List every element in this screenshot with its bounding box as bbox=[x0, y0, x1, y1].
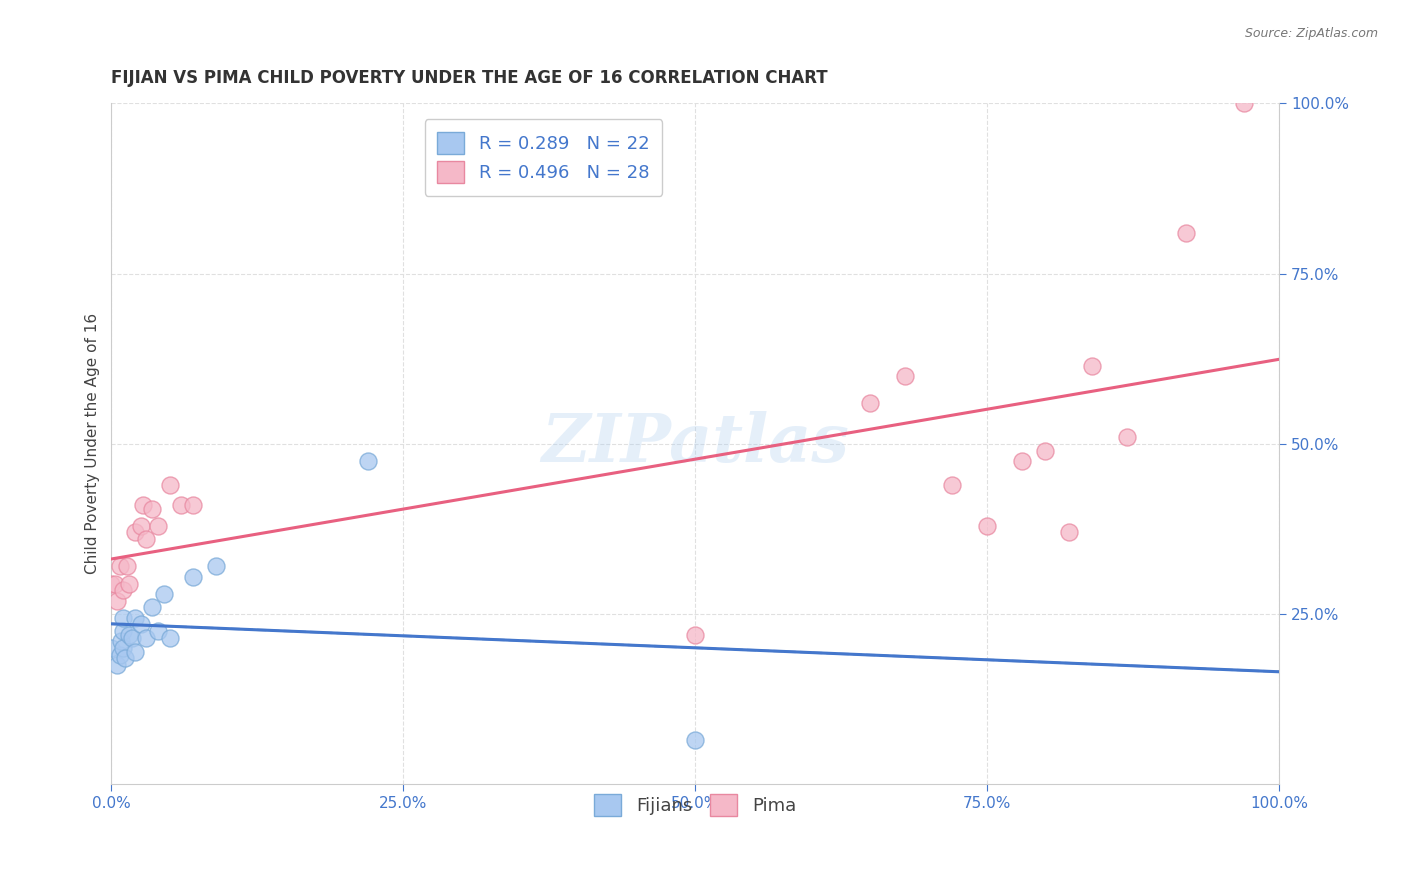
Text: ZIPatlas: ZIPatlas bbox=[541, 411, 849, 476]
Point bbox=[683, 733, 706, 747]
Point bbox=[159, 477, 181, 491]
Point bbox=[941, 477, 963, 491]
Point bbox=[181, 570, 204, 584]
Point bbox=[108, 559, 131, 574]
Y-axis label: Child Poverty Under the Age of 16: Child Poverty Under the Age of 16 bbox=[86, 313, 100, 574]
Point bbox=[100, 641, 122, 656]
Point bbox=[1233, 96, 1256, 111]
Point bbox=[129, 617, 152, 632]
Point bbox=[110, 634, 132, 648]
Text: FIJIAN VS PIMA CHILD POVERTY UNDER THE AGE OF 16 CORRELATION CHART: FIJIAN VS PIMA CHILD POVERTY UNDER THE A… bbox=[111, 69, 828, 87]
Point bbox=[114, 651, 136, 665]
Point bbox=[115, 559, 138, 574]
Point bbox=[205, 559, 228, 574]
Point bbox=[105, 658, 128, 673]
Point bbox=[1174, 226, 1197, 240]
Point bbox=[357, 454, 380, 468]
Point bbox=[112, 610, 135, 624]
Point bbox=[112, 583, 135, 598]
Legend: Fijians, Pima: Fijians, Pima bbox=[588, 787, 803, 823]
Point bbox=[129, 518, 152, 533]
Point bbox=[683, 627, 706, 641]
Point bbox=[181, 498, 204, 512]
Point bbox=[135, 631, 157, 645]
Point bbox=[141, 600, 163, 615]
Point bbox=[118, 576, 141, 591]
Point bbox=[105, 593, 128, 607]
Point bbox=[1116, 430, 1139, 444]
Point bbox=[170, 498, 193, 512]
Point bbox=[859, 396, 882, 410]
Point bbox=[1035, 443, 1057, 458]
Point bbox=[141, 501, 163, 516]
Point bbox=[112, 641, 135, 656]
Point bbox=[124, 610, 146, 624]
Text: Source: ZipAtlas.com: Source: ZipAtlas.com bbox=[1244, 27, 1378, 40]
Point bbox=[1011, 454, 1033, 468]
Point bbox=[118, 627, 141, 641]
Point bbox=[112, 624, 135, 639]
Point bbox=[135, 533, 157, 547]
Point bbox=[124, 645, 146, 659]
Point bbox=[100, 576, 122, 591]
Point bbox=[153, 587, 176, 601]
Point bbox=[104, 576, 127, 591]
Point bbox=[146, 518, 169, 533]
Point bbox=[894, 368, 917, 383]
Point bbox=[124, 525, 146, 540]
Point bbox=[108, 648, 131, 662]
Point bbox=[146, 624, 169, 639]
Point bbox=[159, 631, 181, 645]
Point bbox=[1081, 359, 1104, 373]
Point bbox=[132, 498, 155, 512]
Point bbox=[1057, 525, 1080, 540]
Point bbox=[121, 631, 143, 645]
Point bbox=[976, 518, 998, 533]
